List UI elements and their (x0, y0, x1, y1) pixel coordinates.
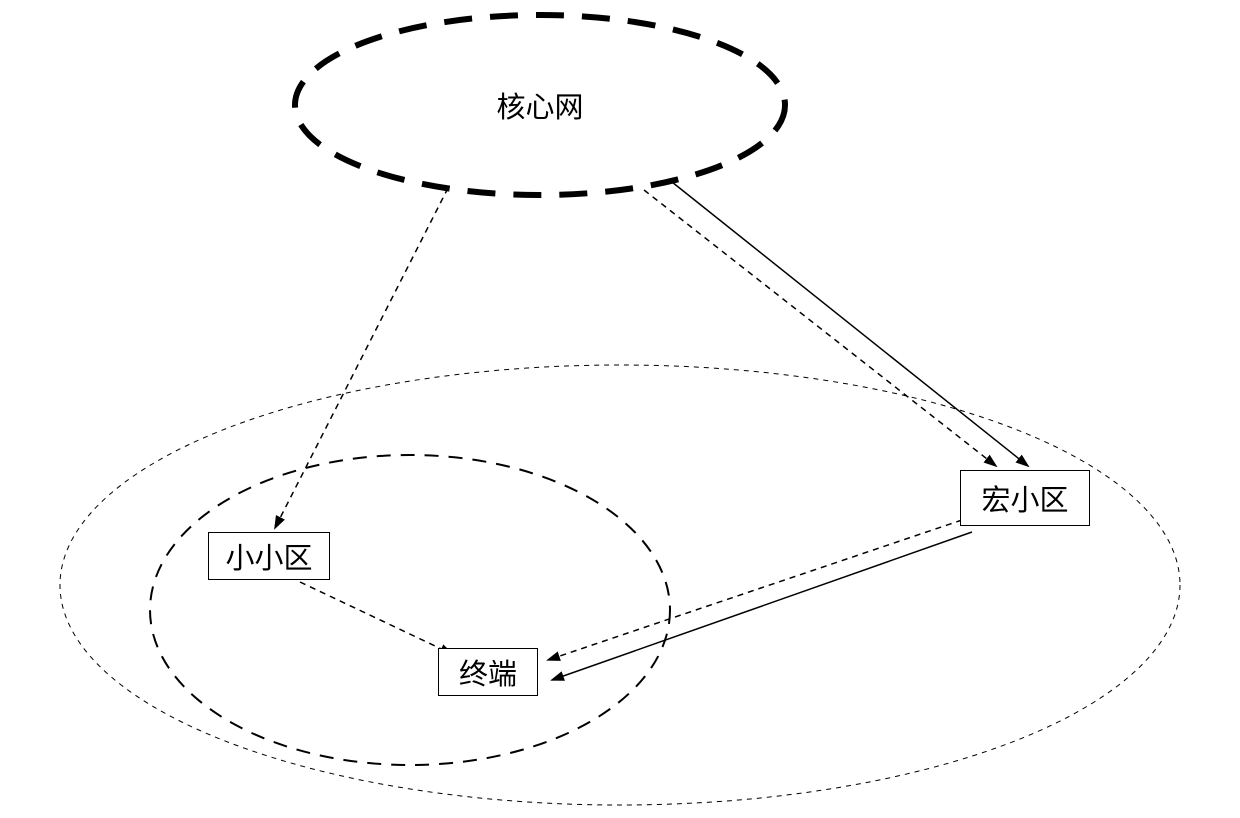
arrow-macro-to-terminal-solid (552, 532, 972, 680)
macro_coverage-ellipse (60, 365, 1180, 805)
terminal-node: 终端 (438, 648, 538, 696)
core-network-label: 核心网 (440, 82, 640, 128)
small-cell-label: 小小区 (225, 535, 312, 577)
arrow-core-to-smallcell (275, 188, 448, 528)
arrow-core-to-macro-dashed (644, 190, 996, 466)
macro-cell-node: 宏小区 (960, 470, 1090, 526)
core-network-text: 核心网 (496, 84, 583, 126)
arrow-core-to-macro-solid (672, 182, 1028, 466)
arrow-smallcell-to-terminal (300, 582, 452, 654)
diagram-stage: 核心网 小小区 终端 宏小区 (0, 0, 1240, 818)
small-cell-node: 小小区 (208, 532, 330, 580)
small_coverage-ellipse (150, 455, 670, 765)
arrow-macro-to-terminal-dashed (548, 520, 962, 660)
terminal-label: 终端 (459, 651, 517, 693)
macro-cell-label: 宏小区 (981, 477, 1068, 519)
